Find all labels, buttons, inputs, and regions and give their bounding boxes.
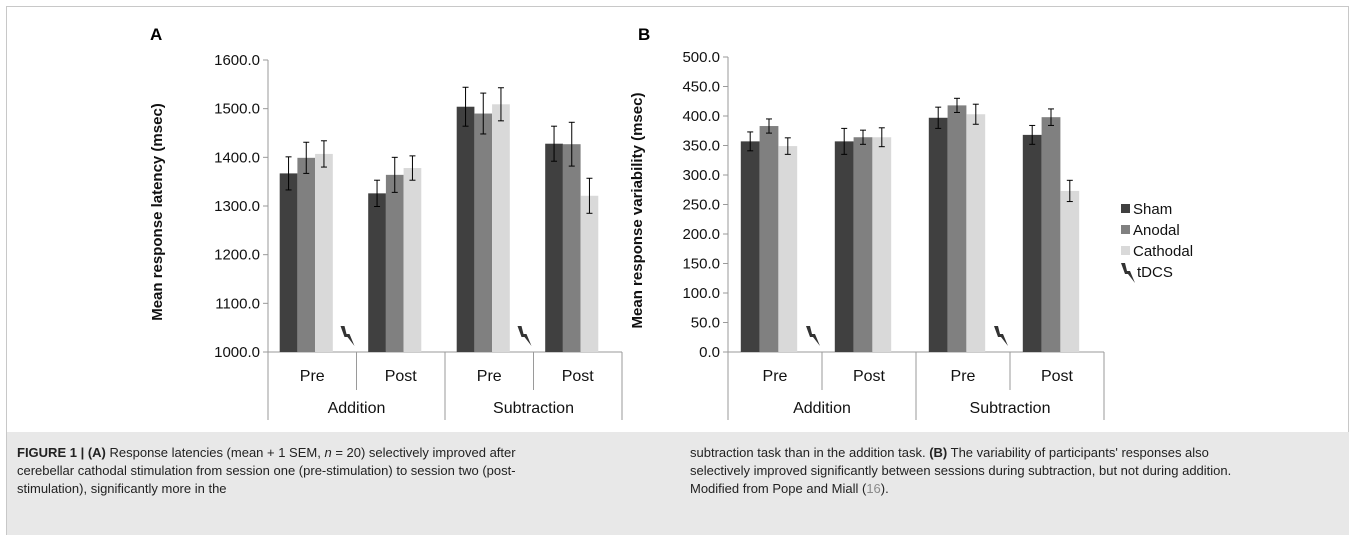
- bar-cathodal: [778, 146, 798, 352]
- bar-cathodal: [403, 168, 422, 352]
- bar-sham: [545, 143, 563, 352]
- x-group-label: Addition: [328, 400, 386, 417]
- caption-right-segment-3[interactable]: 16: [866, 481, 881, 496]
- y-tick-label: 1100.0: [215, 295, 260, 312]
- caption-left-segment-3: = 20) selectively improved after cerebel…: [17, 445, 516, 496]
- y-tick-label: 500.0: [682, 49, 720, 66]
- x-category-label: Post: [562, 368, 595, 385]
- x-category-label: Pre: [951, 368, 976, 385]
- caption-left-segment-2: n: [324, 445, 332, 460]
- y-tick-label: 1300.0: [214, 198, 260, 215]
- legend-swatch-anodal: [1121, 225, 1130, 234]
- legend-swatch-cathodal: [1121, 246, 1130, 255]
- y-tick-label: 1600.0: [214, 52, 260, 69]
- y-tick-label: 200.0: [682, 226, 720, 243]
- y-tick-label: 100.0: [682, 285, 720, 302]
- y-tick-label: 250.0: [682, 197, 720, 214]
- caption-left-column: FIGURE 1 | (A) Response latencies (mean …: [17, 444, 567, 498]
- bar-anodal: [385, 174, 404, 352]
- x-category-label: Post: [1041, 368, 1074, 385]
- legend-label-cathodal: Cathodal: [1133, 243, 1193, 260]
- y-tick-label: 50.0: [691, 315, 720, 332]
- caption-right-segment-4: ).: [880, 481, 889, 496]
- caption-right-column: subtraction task than in the addition ta…: [690, 444, 1240, 498]
- bar-sham: [928, 117, 948, 353]
- bar-anodal: [1041, 117, 1061, 353]
- legend-swatch-sham: [1121, 204, 1130, 213]
- bar-cathodal: [315, 153, 333, 352]
- bar-anodal: [474, 113, 493, 353]
- y-tick-label: 1500.0: [214, 101, 260, 118]
- figure-caption: FIGURE 1 | (A) Response latencies (mean …: [7, 432, 1349, 535]
- legend-label-tdcs: tDCS: [1137, 264, 1173, 281]
- bar-cathodal: [872, 137, 892, 352]
- caption-right-segment-0: subtraction task than in the addition ta…: [690, 445, 930, 460]
- bar-cathodal: [580, 195, 599, 352]
- bar-sham: [456, 106, 475, 352]
- caption-left-segment-0: FIGURE 1 | (A): [17, 445, 106, 460]
- chart-panel-b: B 0.0 50.0 100.0 150.0 200.0 250.0 300.0 350.0 40…: [629, 25, 1105, 420]
- tdcs-lightning-icon: [994, 326, 1008, 346]
- bar-sham: [279, 173, 298, 352]
- chart-panel-a: A 1000.0 1100.0 1200.0 1300.0 1400.0 1500.0 160…: [149, 25, 623, 420]
- y-tick-label: 0.0: [699, 344, 720, 361]
- y-tick-label: 300.0: [682, 167, 720, 184]
- bar-sham: [740, 141, 760, 352]
- x-group-label: Subtraction: [493, 400, 574, 417]
- legend-label-anodal: Anodal: [1133, 222, 1180, 239]
- y-axis-label: Mean response variability (msec): [629, 93, 646, 329]
- bar-sham: [368, 193, 386, 352]
- bar-sham: [834, 141, 854, 352]
- tdcs-lightning-icon: [340, 326, 355, 346]
- x-group-label: Addition: [793, 400, 851, 417]
- bar-cathodal: [1060, 190, 1080, 352]
- bar-cathodal: [966, 114, 986, 352]
- x-category-label: Pre: [763, 368, 788, 385]
- bar-anodal: [297, 157, 316, 352]
- caption-right-segment-1: (B): [929, 445, 948, 460]
- y-axis-label: Mean response latency (msec): [149, 103, 166, 321]
- bar-anodal: [562, 144, 581, 352]
- x-category-label: Pre: [477, 368, 502, 385]
- legend-label-sham: Sham: [1133, 201, 1172, 218]
- x-group-label: Subtraction: [970, 400, 1051, 417]
- tdcs-lightning-icon: [517, 326, 532, 346]
- x-category-label: Post: [385, 368, 418, 385]
- y-tick-label: 1000.0: [214, 344, 260, 361]
- y-tick-label: 400.0: [682, 108, 720, 125]
- bar-anodal: [759, 126, 779, 352]
- panel-letter: B: [638, 25, 650, 44]
- tdcs-lightning-icon: [806, 326, 820, 346]
- caption-left-segment-1: Response latencies (mean + 1 SEM,: [105, 445, 325, 460]
- y-tick-label: 1200.0: [214, 247, 260, 264]
- caption-right-segment-2: The variability of participants' respons…: [690, 445, 1232, 496]
- bar-anodal: [947, 105, 967, 352]
- legend: Sham Anodal Cathodal tDCS: [1121, 201, 1193, 283]
- lightning-bolt-icon: [1121, 263, 1135, 283]
- y-tick-label: 350.0: [682, 138, 720, 155]
- x-category-label: Post: [853, 368, 886, 385]
- x-category-label: Pre: [300, 368, 325, 385]
- y-tick-label: 1400.0: [214, 149, 260, 166]
- bar-sham: [1022, 134, 1042, 352]
- y-tick-label: 450.0: [682, 79, 720, 96]
- bar-cathodal: [492, 104, 510, 352]
- figure-charts: A 1000.0 1100.0 1200.0 1300.0 1400.0 1500.0 160…: [149, 25, 1193, 420]
- bar-anodal: [853, 137, 873, 352]
- y-tick-label: 150.0: [682, 256, 720, 273]
- panel-letter: A: [150, 25, 162, 44]
